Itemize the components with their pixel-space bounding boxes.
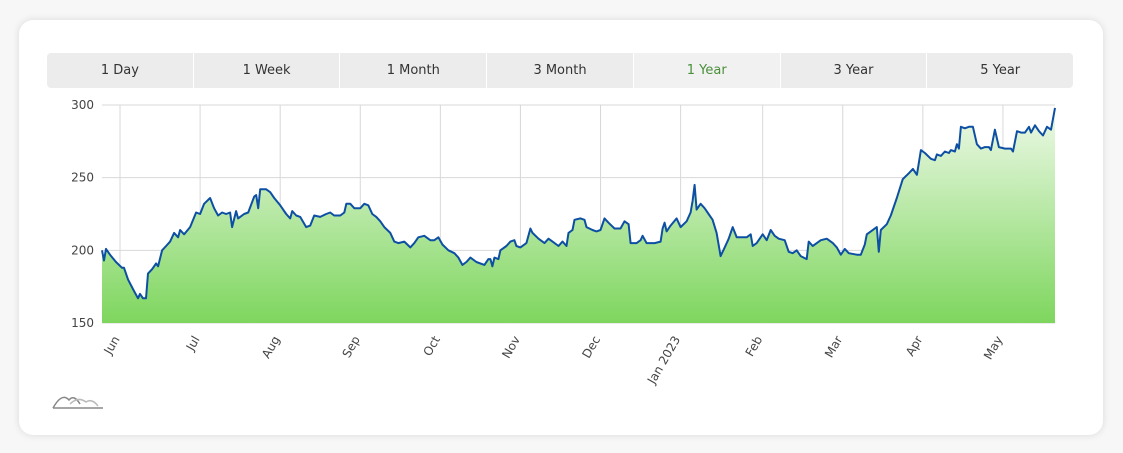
x-tick-label: Aug <box>259 334 283 361</box>
tab[interactable]: 3 Year <box>781 53 928 88</box>
y-tick-label: 150 <box>71 316 94 330</box>
x-tick-label: Apr <box>903 333 926 358</box>
tab[interactable]: 1 Year <box>633 53 781 88</box>
tab[interactable]: 1 Week <box>194 53 341 88</box>
x-tick-label: Sep <box>339 334 362 361</box>
y-tick-label: 250 <box>71 171 94 185</box>
range-tabs: 1 Day 1 Week 1 Month 3 Month 1 Year 3 Ye… <box>47 53 1073 88</box>
x-tick-label: Nov <box>499 334 523 361</box>
y-tick-label: 200 <box>71 243 94 257</box>
x-tick-label: Oct <box>420 333 443 358</box>
tab[interactable]: 1 Day <box>47 53 194 88</box>
area-fill <box>102 107 1055 324</box>
x-tick-label: Feb <box>743 334 766 359</box>
tab[interactable]: 5 Year <box>980 63 1021 78</box>
logo-icon <box>52 396 103 409</box>
x-tick-label: May <box>981 333 1006 361</box>
x-tick-label: Jun <box>101 334 123 358</box>
y-tick-label: 300 <box>71 98 94 112</box>
x-tick-label: Jan 2023 <box>644 334 683 388</box>
x-tick-label: Mar <box>822 333 845 360</box>
tab[interactable]: 3 Month <box>487 53 634 88</box>
x-tick-label: Dec <box>579 334 603 361</box>
x-tick-label: Jul <box>183 334 203 354</box>
price-line <box>101 107 1056 300</box>
tab[interactable]: 1 Month <box>340 53 488 88</box>
